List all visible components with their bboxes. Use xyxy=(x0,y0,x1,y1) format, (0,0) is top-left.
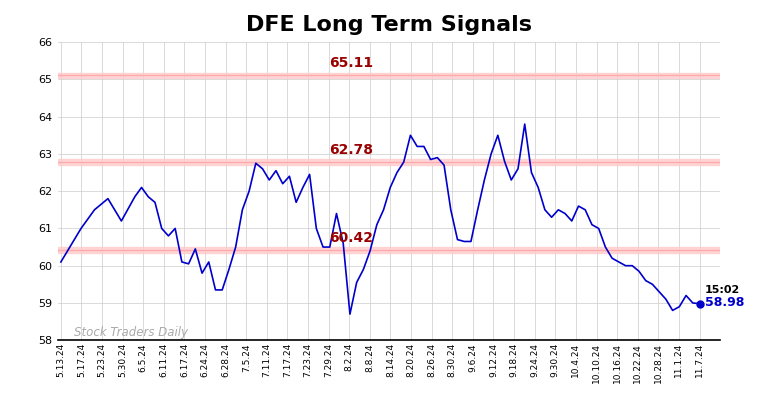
Text: 60.42: 60.42 xyxy=(328,231,372,245)
Text: 62.78: 62.78 xyxy=(328,143,372,157)
Title: DFE Long Term Signals: DFE Long Term Signals xyxy=(245,15,532,35)
Text: 15:02: 15:02 xyxy=(705,285,740,295)
Text: Stock Traders Daily: Stock Traders Daily xyxy=(74,326,188,339)
Text: 65.11: 65.11 xyxy=(328,56,373,70)
Bar xyxy=(57,160,720,165)
Bar xyxy=(57,73,720,78)
Bar xyxy=(57,248,720,253)
Text: 58.98: 58.98 xyxy=(705,296,744,308)
